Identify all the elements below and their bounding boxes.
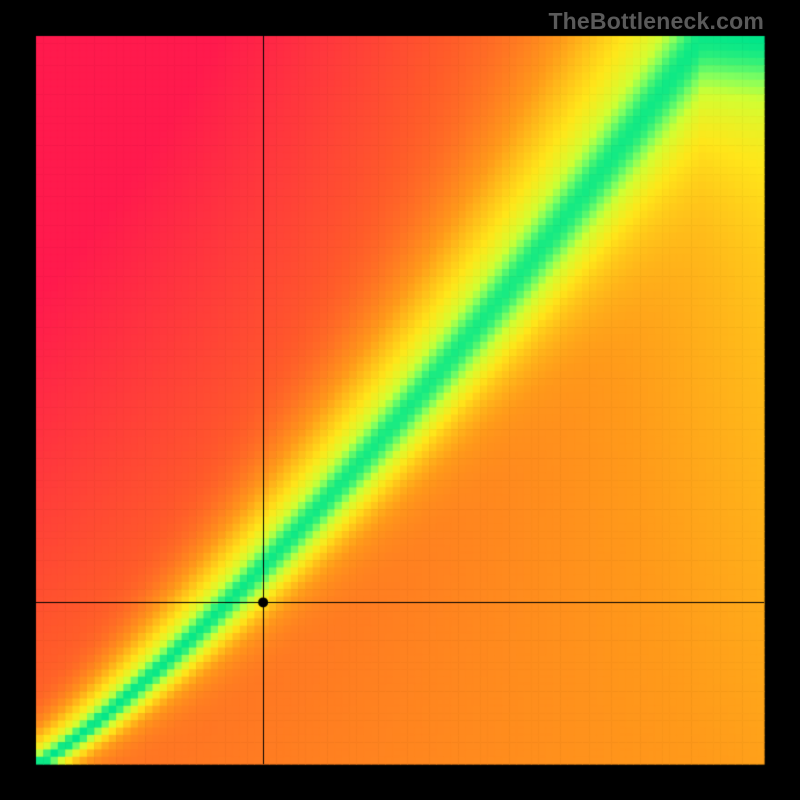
heatmap-canvas [0,0,800,800]
watermark-text: TheBottleneck.com [548,8,764,35]
chart-container: TheBottleneck.com [0,0,800,800]
